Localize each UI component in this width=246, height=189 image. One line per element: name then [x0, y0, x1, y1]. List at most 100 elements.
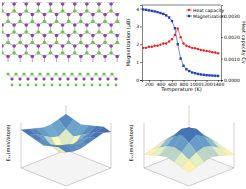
- surface-frame: [21, 105, 111, 186]
- tick-label: 200: [145, 82, 154, 87]
- atom: [115, 34, 119, 38]
- surface-cell: [182, 160, 197, 173]
- marker: [142, 8, 144, 10]
- marker: [194, 72, 196, 74]
- atom: [67, 55, 71, 59]
- tick-mark: [221, 37, 223, 38]
- atom: [19, 84, 22, 87]
- marker: [153, 10, 155, 12]
- marker: [148, 9, 150, 11]
- atom: [62, 72, 65, 75]
- atom: [54, 72, 57, 75]
- marker: [203, 49, 205, 51]
- atom: [97, 23, 101, 27]
- atom: [67, 2, 71, 3]
- atom: [55, 2, 59, 3]
- atom: [6, 2, 10, 3]
- atom: [106, 77, 109, 80]
- marker: [179, 57, 181, 59]
- marker: [162, 42, 164, 44]
- legend: Heat capacityMagnetization: [186, 8, 225, 19]
- atom: [109, 30, 113, 34]
- tick: 0.0010: [221, 57, 240, 62]
- atom: [37, 9, 41, 13]
- atom: [46, 72, 49, 75]
- atom: [43, 2, 47, 3]
- atom: [115, 2, 119, 3]
- marker: [208, 50, 210, 52]
- marker: [177, 27, 179, 29]
- atom: [85, 44, 89, 48]
- tick-mark: [221, 80, 223, 81]
- atom: [37, 51, 41, 55]
- atom: [102, 72, 105, 75]
- atom: [61, 44, 65, 48]
- atom: [6, 55, 10, 59]
- atom: [85, 2, 89, 6]
- atom: [73, 9, 77, 13]
- marker: [174, 27, 176, 29]
- atom: [83, 84, 86, 87]
- atom: [103, 41, 107, 45]
- atom: [12, 9, 16, 13]
- atom: [103, 34, 107, 38]
- tick: 0: [136, 78, 142, 83]
- atom: [18, 77, 21, 80]
- marker: [182, 42, 184, 44]
- atom: [37, 30, 41, 34]
- atom: [91, 84, 94, 87]
- y-axis: 01234: [136, 6, 142, 83]
- marker: [179, 36, 181, 38]
- figure: 200400600800100012001400012340.00000.001…: [0, 0, 246, 189]
- atom: [26, 77, 29, 80]
- atom: [31, 41, 35, 45]
- atom: [43, 84, 46, 87]
- marker: [162, 13, 164, 15]
- atom: [12, 2, 16, 6]
- z-axis-line: [144, 123, 145, 168]
- tick-mark: [140, 26, 142, 27]
- atom: [103, 20, 107, 24]
- marker: [159, 43, 161, 45]
- atom: [91, 34, 95, 38]
- atom: [49, 30, 53, 34]
- atom: [85, 30, 89, 34]
- atom: [2, 9, 4, 13]
- marker: [145, 47, 147, 49]
- marker: [211, 74, 213, 76]
- marker: [200, 49, 202, 51]
- atom: [66, 77, 69, 80]
- atom: [6, 72, 9, 75]
- legend-label: Magnetization: [193, 14, 225, 19]
- atom: [18, 55, 22, 59]
- atom: [6, 62, 10, 63]
- atom: [115, 62, 119, 63]
- atom: [99, 84, 102, 87]
- atom: [91, 2, 95, 3]
- atom: [31, 55, 35, 59]
- surface-frame: [144, 105, 234, 186]
- tick-label: 1: [136, 60, 139, 65]
- tick: 1200: [201, 80, 213, 87]
- tick-label: 0.0000: [224, 78, 240, 83]
- atom: [24, 30, 28, 34]
- atom: [12, 44, 16, 48]
- atom: [67, 34, 71, 38]
- floor: [21, 150, 111, 186]
- atom: [55, 34, 59, 38]
- atom: [61, 23, 65, 27]
- atom: [24, 2, 28, 6]
- atom: [49, 44, 53, 48]
- y-axis-title: Magnetization (μB): [125, 19, 132, 67]
- atom: [6, 20, 10, 24]
- atom: [115, 20, 119, 24]
- atom: [61, 9, 65, 13]
- atom: [35, 84, 38, 87]
- atom: [55, 55, 59, 59]
- atom: [38, 72, 41, 75]
- atom: [79, 20, 83, 24]
- marker: [156, 11, 158, 13]
- atom: [6, 34, 10, 38]
- tick: 200: [145, 80, 154, 87]
- atom: [109, 9, 113, 13]
